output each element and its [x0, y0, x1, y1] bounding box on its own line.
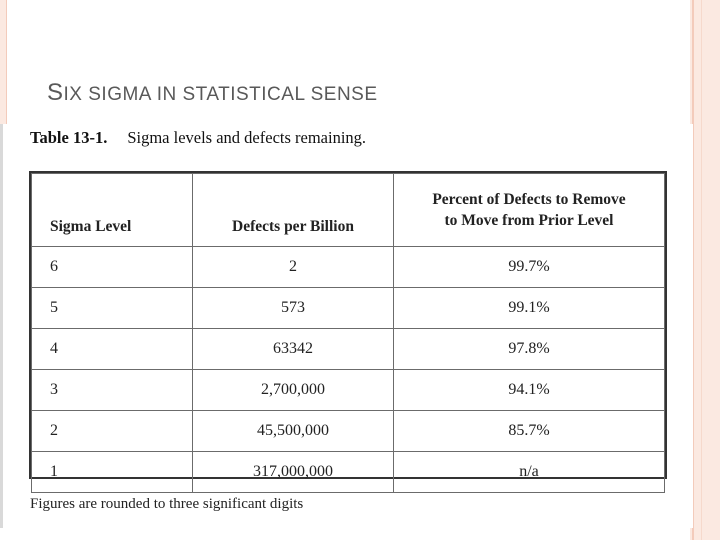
cell-defects: 63342: [192, 328, 394, 370]
cell-percent: 97.8%: [393, 328, 665, 370]
cell-percent: 99.7%: [393, 246, 665, 288]
header-percent-line2: to Move from Prior Level: [444, 212, 614, 229]
sigma-defects-table: Sigma Level Defects per Billion Percent …: [31, 173, 665, 493]
cell-percent: 99.1%: [393, 287, 665, 329]
table-caption: Table 13-1. Sigma levels and defects rema…: [30, 128, 366, 148]
header-sigma-level: Sigma Level: [31, 173, 193, 247]
decorative-left-band: [0, 0, 6, 125]
table-row: 2 45,500,000 85.7%: [31, 410, 665, 452]
cell-sigma: 4: [31, 328, 193, 370]
decorative-left-line: [6, 0, 7, 125]
slide-title-initial: S: [47, 79, 64, 106]
header-defects-per-billion: Defects per Billion: [192, 173, 394, 247]
cell-defects: 2: [192, 246, 394, 288]
cell-defects: 45,500,000: [192, 410, 394, 452]
decorative-right-line-thin: [701, 0, 702, 540]
cell-sigma: 3: [31, 369, 193, 411]
cell-percent: 85.7%: [393, 410, 665, 452]
cell-sigma: 6: [31, 246, 193, 288]
cell-sigma: 1: [31, 451, 193, 493]
cell-percent: 94.1%: [393, 369, 665, 411]
table-row: 1 317,000,000 n/a: [31, 451, 665, 493]
decorative-right-line: [692, 0, 694, 540]
header-percent-defects: Percent of Defects to Remove to Move fro…: [393, 173, 665, 247]
table-row: 4 63342 97.8%: [31, 328, 665, 370]
table-caption-text: Sigma levels and defects remaining.: [127, 128, 367, 147]
cell-percent: n/a: [393, 451, 665, 493]
slide-title-rest: IX SIGMA IN STATISTICAL SENSE: [63, 84, 378, 105]
table-footnote: Figures are rounded to three significant…: [30, 496, 304, 512]
table-header-row: Sigma Level Defects per Billion Percent …: [31, 173, 665, 247]
cell-sigma: 2: [31, 410, 193, 452]
header-percent-line1: Percent of Defects to Remove: [432, 191, 626, 208]
cell-defects: 573: [192, 287, 394, 329]
table-caption-number: Table 13-1.: [30, 128, 108, 147]
cell-defects: 317,000,000: [192, 451, 394, 493]
table-row: 5 573 99.1%: [31, 287, 665, 329]
slide-title: SIX SIGMA IN STATISTICAL SENSE: [47, 79, 378, 107]
cell-defects: 2,700,000: [192, 369, 394, 411]
table-row: 3 2,700,000 94.1%: [31, 369, 665, 411]
decorative-right-band: [690, 0, 720, 540]
table-row: 6 2 99.7%: [31, 246, 665, 288]
cell-sigma: 5: [31, 287, 193, 329]
